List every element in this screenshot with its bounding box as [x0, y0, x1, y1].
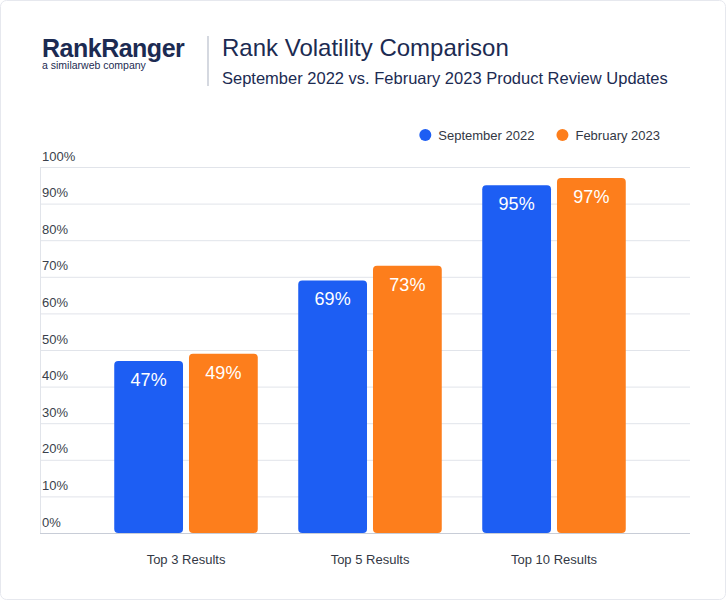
bar: [482, 185, 551, 533]
y-tick: 100%: [40, 149, 690, 168]
y-tick-label: 20%: [42, 441, 68, 456]
legend-swatch: [556, 129, 568, 141]
bar: [189, 354, 258, 533]
x-tick: Top 10 Results: [511, 552, 597, 567]
grid-line: [40, 167, 690, 168]
y-tick-label: 40%: [42, 368, 68, 383]
chart-subtitle: September 2022 vs. February 2023 Product…: [222, 69, 668, 87]
logo-tagline: a similarweb company: [42, 59, 147, 71]
header-separator: [207, 36, 208, 86]
data-label: 47%: [131, 370, 167, 390]
chart-title: Rank Volatility Comparison: [222, 34, 509, 61]
y-tick-label: 60%: [42, 295, 68, 310]
bar: [114, 361, 183, 533]
legend-label: September 2022: [438, 128, 534, 143]
legend-label: February 2023: [575, 128, 660, 143]
x-tick-label: Top 5 Results: [331, 552, 410, 567]
legend: September 2022 February 2023: [419, 128, 660, 143]
data-label: 73%: [389, 275, 425, 295]
background: [1, 1, 726, 600]
y-axis: 0% 10% 20% 30% 40% 50% 60% 70% 80% 90% 100%: [40, 149, 690, 534]
legend-swatch: [419, 129, 431, 141]
y-tick-label: 80%: [42, 222, 68, 237]
x-tick: Top 5 Results: [331, 552, 410, 567]
data-label: 97%: [573, 187, 609, 207]
bar: [557, 178, 626, 533]
y-axis-line: [41, 168, 691, 534]
x-tick: Top 3 Results: [147, 552, 226, 567]
bar: [298, 280, 367, 533]
data-label: 95%: [499, 194, 535, 214]
header: RankRangera similarweb company Rank Volat…: [42, 34, 668, 87]
y-tick-label: 50%: [42, 332, 68, 347]
y-tick-label: 70%: [42, 258, 68, 273]
chart-svg: RankRangera similarweb company Rank Volat…: [0, 0, 726, 600]
x-tick-label: Top 10 Results: [511, 552, 597, 567]
y-tick-label: 0%: [42, 515, 61, 530]
y-tick-label: 100%: [42, 149, 76, 164]
logo-name: RankRanger: [42, 34, 185, 62]
grid-line: [40, 533, 690, 534]
x-tick-label: Top 3 Results: [147, 552, 226, 567]
x-axis: Top 3 Results Top 5 Results Top 10 Results: [147, 552, 598, 567]
y-tick-label: 10%: [42, 478, 68, 493]
data-labels: 47% 69% 95% 49% 73% 97%: [131, 187, 610, 390]
data-label: 69%: [315, 289, 351, 309]
y-tick-label: 90%: [42, 185, 68, 200]
bar: [373, 266, 442, 533]
y-tick-label: 30%: [42, 405, 68, 420]
legend-item: February 2023: [556, 128, 660, 143]
bars: [114, 178, 626, 533]
data-label: 49%: [205, 363, 241, 383]
legend-item: September 2022: [419, 128, 534, 143]
